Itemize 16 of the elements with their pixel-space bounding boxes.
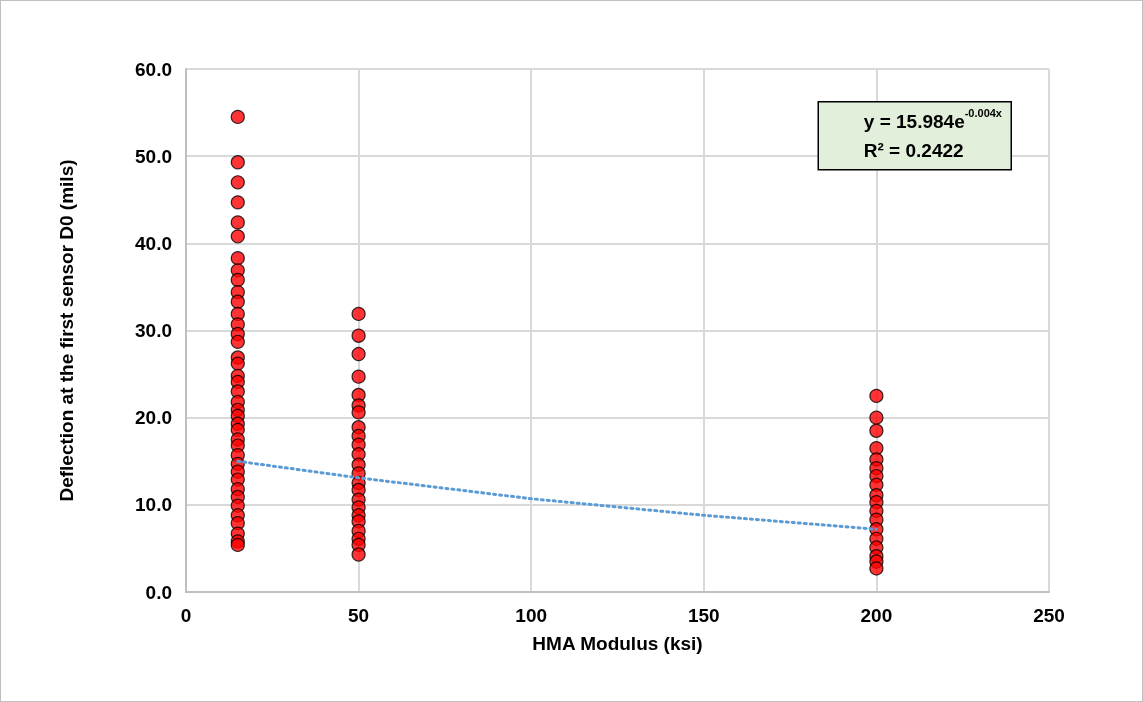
x-axis-title: HMA Modulus (ksi) xyxy=(532,633,703,654)
y-tick-label: 50.0 xyxy=(135,145,172,167)
x-tick-label: 100 xyxy=(515,605,548,626)
y-tick-label: 10.0 xyxy=(135,494,172,516)
y-tick-label: 60.0 xyxy=(135,58,172,80)
y-tick-label: 40.0 xyxy=(135,232,172,254)
y-tick-label: 0.0 xyxy=(145,581,172,603)
x-tick-label: 0 xyxy=(180,605,192,626)
x-tick-label: 50 xyxy=(348,605,370,626)
y-tick-label: 20.0 xyxy=(135,407,172,429)
y-axis-title: Deflection at the first sensor D0 (mils) xyxy=(56,159,77,502)
y-tick-label: 30.0 xyxy=(135,320,172,341)
x-tick-label: 150 xyxy=(687,605,720,626)
x-tick-label: 250 xyxy=(1033,605,1065,626)
x-tick-label: 200 xyxy=(860,605,893,626)
annotation: R² = 0.2422 xyxy=(863,140,964,161)
